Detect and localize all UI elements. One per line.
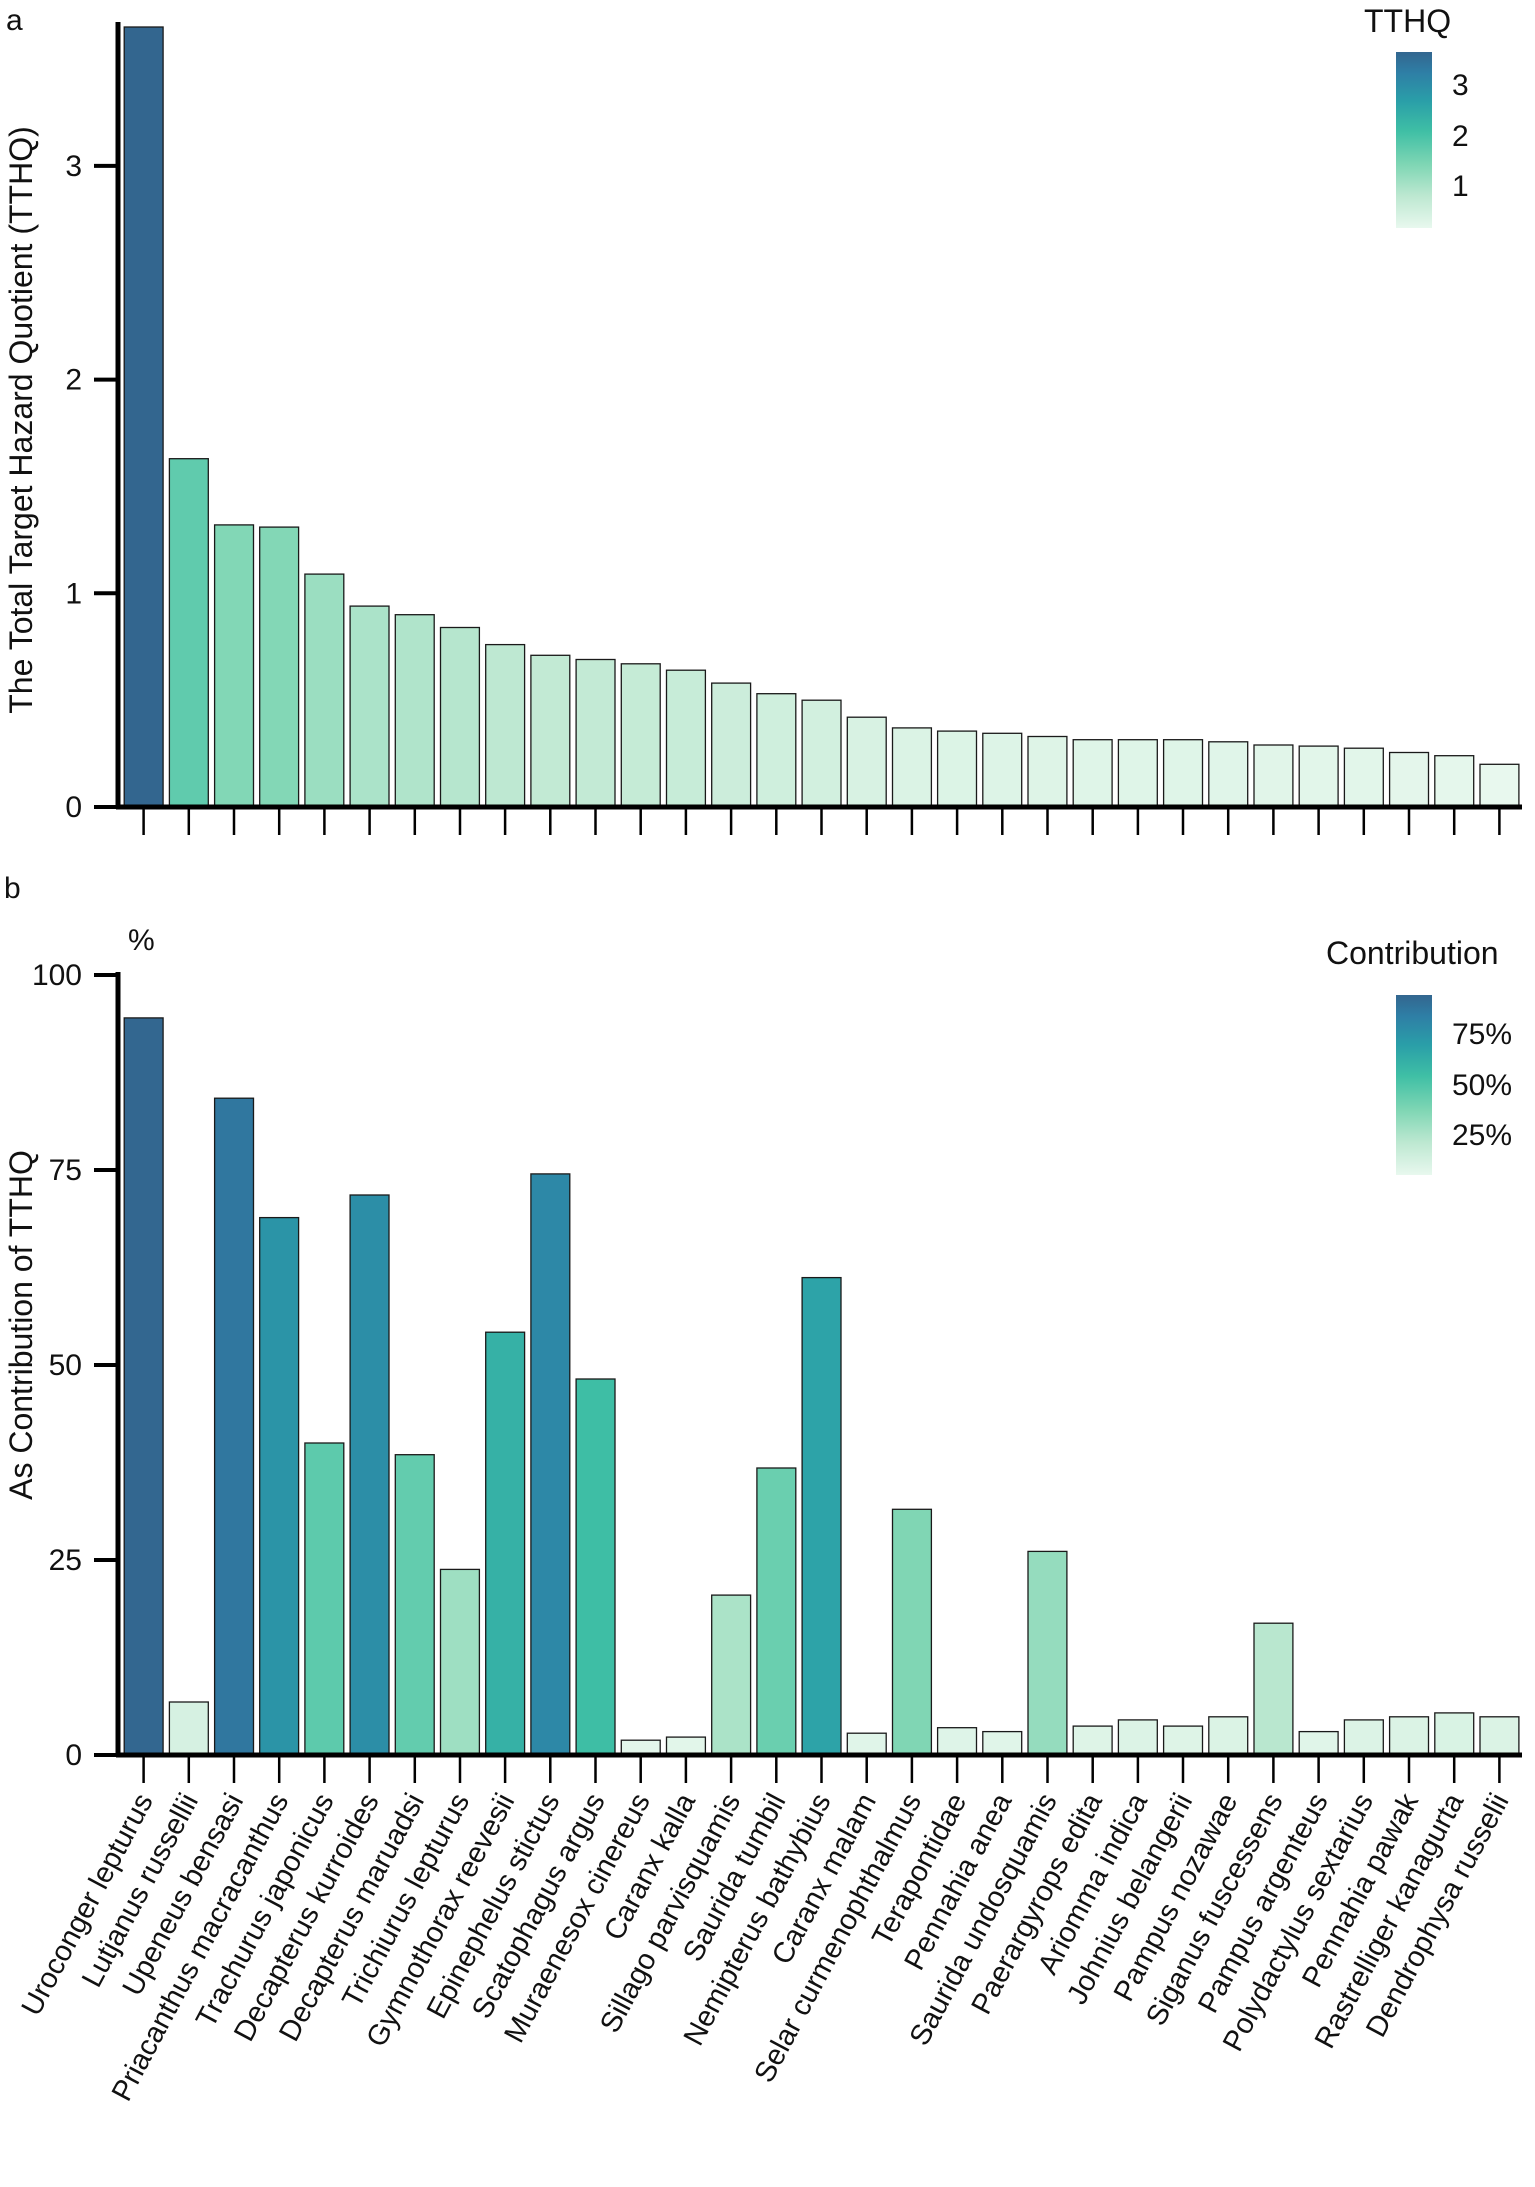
panel-a-bar-epinephelus-stictus xyxy=(530,654,571,808)
panel-a-bar-pampus-nozawae xyxy=(1208,741,1249,808)
panel-b-bar-pennahia-anea xyxy=(982,1730,1023,1756)
panel-b-bar-trachurus-japonicus xyxy=(304,1442,345,1756)
panel-b-colorbar-legend: Contribution 75% 50% 25% xyxy=(1326,935,1512,1175)
panel-a-bar-ariomma-indica xyxy=(1117,739,1158,808)
panel-a-bar-caranx-malam xyxy=(846,716,887,808)
panel-a-bar-johnius-belangerii xyxy=(1162,739,1204,808)
panel-a-axes: 0 1 2 3 xyxy=(65,22,1522,835)
panel-b-legend-label: 50% xyxy=(1452,1069,1512,1102)
panel-a-bar-priacanthus-macracanthus xyxy=(259,526,300,808)
panel-b-bar-terapontidae xyxy=(936,1727,978,1756)
panel-b-bar-sillago-parvisquamis xyxy=(711,1594,752,1756)
panel-b-axes: 0 25 50 75 100 xyxy=(32,959,1522,1783)
panel-b-y-tick-label: 75 xyxy=(49,1154,82,1187)
panel-b-bar-siganus-fuscessens xyxy=(1253,1622,1294,1756)
panel-a-y-tick-label: 2 xyxy=(65,364,82,397)
panel-a-bar-scatophagus-argus xyxy=(575,658,616,808)
panel-b-bar-selar-curmenophthalmus xyxy=(891,1508,933,1756)
panel-a-bar-trachurus-japonicus xyxy=(304,573,345,808)
panel-b-bar-polydactylus-sextarius xyxy=(1343,1719,1384,1756)
panel-b-bar-lutjanus-russellii xyxy=(168,1701,209,1756)
panel-a-legend-label: 1 xyxy=(1452,170,1469,203)
panel-a-colorbar xyxy=(1396,52,1432,228)
panel-b-bar-caranx-kalla xyxy=(665,1736,707,1756)
panel-b-label: b xyxy=(4,872,21,905)
panel-a-bar-saurida-tumbil xyxy=(756,693,797,808)
panel-b-bar-ariomma-indica xyxy=(1117,1719,1158,1756)
panel-a-bars xyxy=(123,26,1520,808)
panel-a-bar-trichiurus-lepturus xyxy=(439,626,481,808)
panel-a-bar-selar-curmenophthalmus xyxy=(891,727,933,808)
panel-b-bar-saurida-tumbil xyxy=(756,1467,797,1756)
panel-b-bar-pampus-nozawae xyxy=(1208,1716,1249,1756)
panel-a-bar-upeneus-bensasi xyxy=(213,524,255,808)
panel-b-bar-scatophagus-argus xyxy=(575,1378,616,1756)
panel-b-bar-uroconger-lepturus xyxy=(123,1017,164,1756)
panel-a-bar-uroconger-lepturus xyxy=(123,26,164,808)
panel-b-bar-johnius-belangerii xyxy=(1162,1725,1204,1756)
panel-a-bar-gymnothorax-reevesii xyxy=(485,643,526,808)
panel-b-legend-label: 75% xyxy=(1452,1018,1512,1051)
panel-a-y-axis-label: The Total Target Hazard Quotient (TTHQ) xyxy=(3,126,39,714)
panel-b-y-axis-label: As Contribution of TTHQ xyxy=(3,1150,39,1500)
panel-a-y-tick-label: 1 xyxy=(65,577,82,610)
panel-b-bar-gymnothorax-reevesii xyxy=(485,1331,526,1756)
panel-a-bar-sillago-parvisquamis xyxy=(711,682,752,808)
panel-b-bar-paerargyrops-edita xyxy=(1072,1725,1113,1756)
panel-a-bar-pennahia-pawak xyxy=(1388,751,1430,808)
panel-b-bar-upeneus-bensasi xyxy=(213,1097,255,1756)
panel-a-y-tick-label: 0 xyxy=(65,791,82,824)
panel-a-bar-siganus-fuscessens xyxy=(1253,744,1294,808)
panel-b-bars xyxy=(123,1017,1520,1756)
panel-a-bar-decapterus-maruadsi xyxy=(394,614,435,808)
panel-b-bar-dendrophysa-russelii xyxy=(1479,1716,1520,1756)
panel-b-colorbar xyxy=(1396,995,1432,1175)
panel-b-bar-trichiurus-lepturus xyxy=(439,1568,481,1756)
panel-b-bar-decapterus-kurroides xyxy=(349,1194,390,1756)
panel-a-bar-saurida-undosquamis xyxy=(1027,735,1068,808)
panel-b-bar-priacanthus-macracanthus xyxy=(259,1216,300,1756)
panel-b-y-tick-label: 100 xyxy=(32,959,82,992)
panel-b-bar-rastrelliger-kanagurta xyxy=(1434,1712,1475,1756)
panel-b-bar-pampus-argenteus xyxy=(1298,1730,1339,1756)
panel-a-bar-muraenesox-cinereus xyxy=(620,663,661,808)
panel-b-legend-title: Contribution xyxy=(1326,935,1499,971)
panel-a-legend-title: TTHQ xyxy=(1364,3,1451,39)
panel-b-bar-saurida-undosquamis xyxy=(1027,1550,1068,1756)
panel-a-label: a xyxy=(6,4,23,37)
panel-a-bar-dendrophysa-russelii xyxy=(1479,763,1520,808)
panel-a-bar-pennahia-anea xyxy=(982,732,1023,808)
panel-a-bar-polydactylus-sextarius xyxy=(1343,747,1384,808)
panel-b-bar-epinephelus-stictus xyxy=(530,1173,571,1756)
panel-a-bar-terapontidae xyxy=(936,730,978,808)
panel-b-y-tick-label: 25 xyxy=(49,1544,82,1577)
panel-a-bar-pampus-argenteus xyxy=(1298,745,1339,808)
panel-a-bar-nemipterus-bathybius xyxy=(801,699,842,808)
panel-a-tthq-chart: a 0 1 2 3 The Total Target Hazard Quotient … xyxy=(3,3,1522,835)
panel-a-colorbar-legend: TTHQ 3 2 1 xyxy=(1364,3,1469,228)
panel-b-bar-nemipterus-bathybius xyxy=(801,1276,842,1756)
panel-a-legend-label: 2 xyxy=(1452,120,1469,153)
panel-a-bar-caranx-kalla xyxy=(665,669,707,808)
panel-b-y-tick-label: 0 xyxy=(65,1739,82,1772)
panel-a-bar-lutjanus-russellii xyxy=(168,458,209,808)
panel-b-y-tick-label: 50 xyxy=(49,1349,82,1382)
panel-a-y-tick-label: 3 xyxy=(65,150,82,183)
panel-b-bar-decapterus-maruadsi xyxy=(394,1454,435,1756)
panel-a-bar-decapterus-kurroides xyxy=(349,605,390,808)
panel-a-bar-rastrelliger-kanagurta xyxy=(1434,755,1475,808)
panel-b-contribution-chart: b % 0 25 50 75 100 As Contribution of TTHQ C… xyxy=(3,872,1522,2106)
panel-b-percent-unit: % xyxy=(128,924,155,957)
panel-b-bar-pennahia-pawak xyxy=(1388,1716,1430,1756)
panel-b-bar-caranx-malam xyxy=(846,1732,887,1756)
panel-a-bar-paerargyrops-edita xyxy=(1072,739,1113,808)
panel-a-legend-label: 3 xyxy=(1452,69,1469,102)
panel-b-legend-label: 25% xyxy=(1452,1119,1512,1152)
